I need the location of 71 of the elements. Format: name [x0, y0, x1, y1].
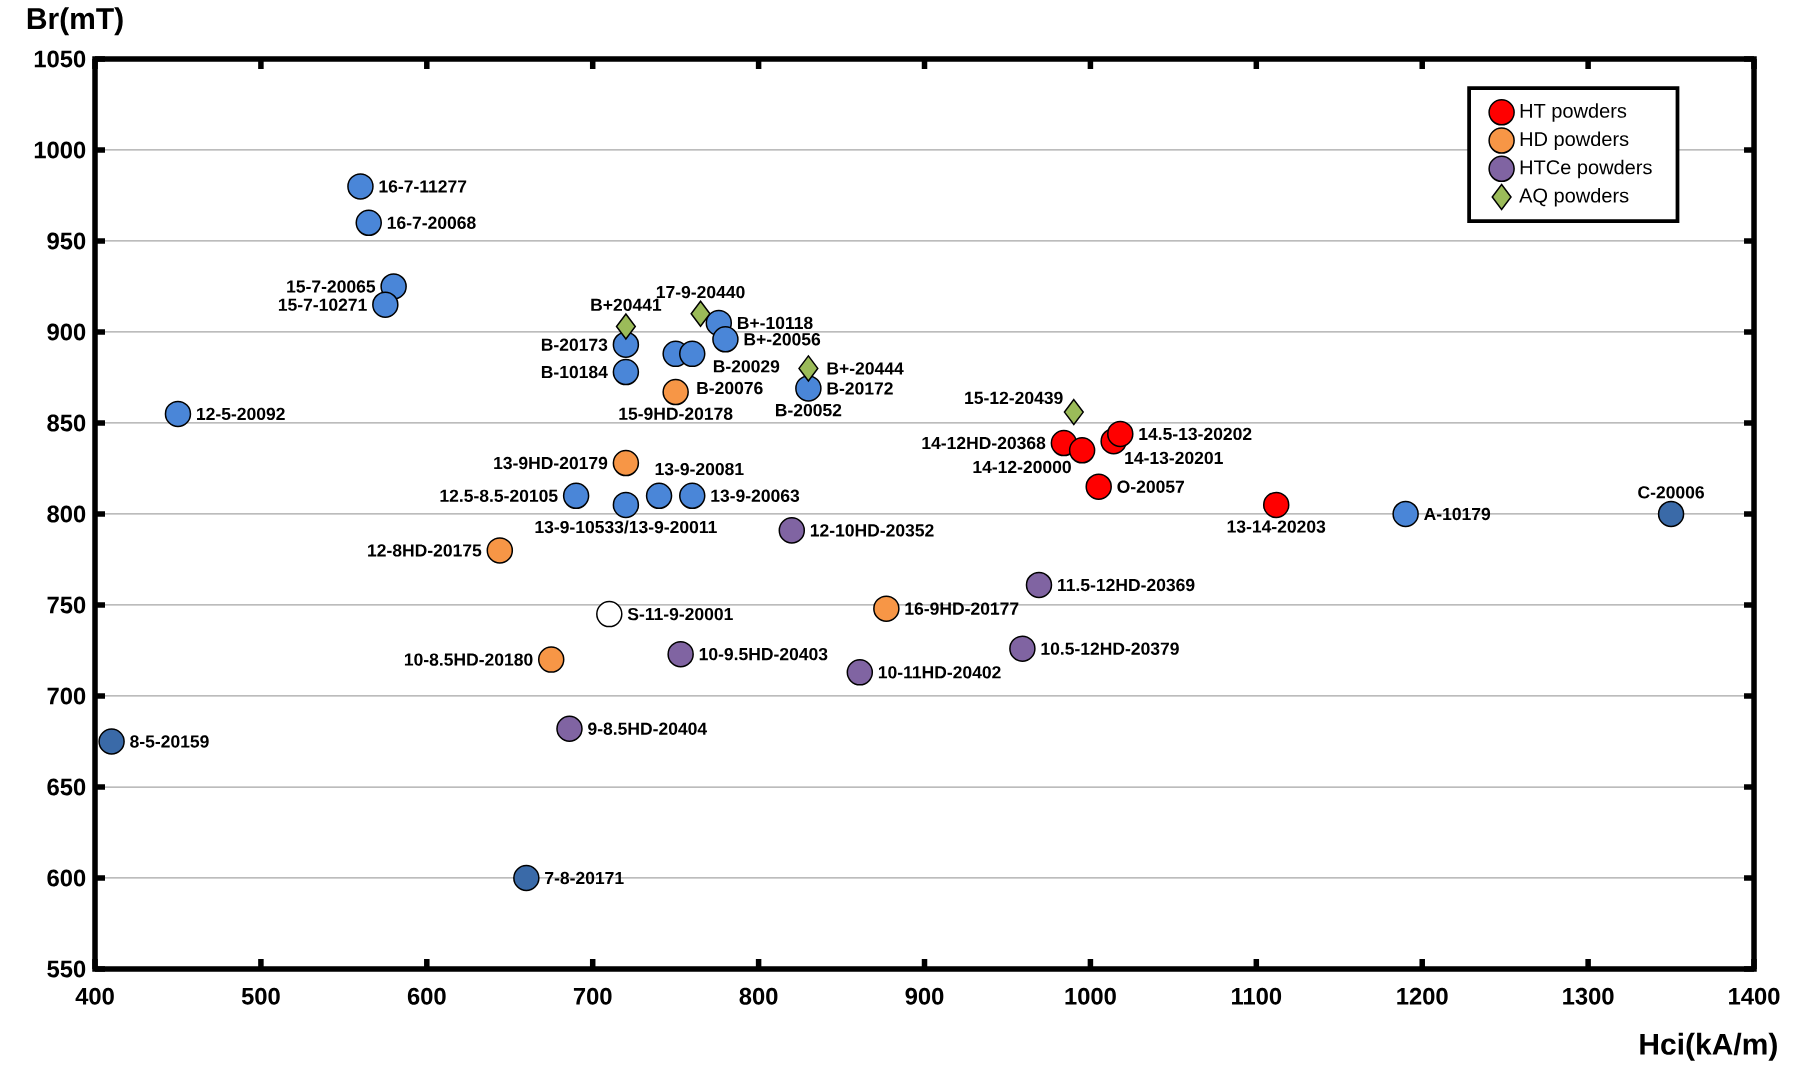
- annotation: 11.5-12HD-20369: [1058, 578, 1195, 592]
- x-tick-label: 500: [241, 987, 280, 1005]
- annotation: 13-9-20063: [711, 489, 800, 502]
- annotation: 12.5-8.5-20105: [440, 489, 558, 502]
- annotation: B-20172: [827, 382, 893, 395]
- x-tick-label: 600: [407, 987, 446, 1005]
- annotation: B-20029: [713, 360, 780, 373]
- legend-label: HT powders: [1520, 103, 1627, 122]
- y-tick-label: 1050: [34, 50, 86, 68]
- y-tick-label: 650: [47, 778, 86, 796]
- annotation: 12-8HD-20175: [368, 544, 482, 557]
- annotation: 12-5-20092: [197, 407, 285, 421]
- y-tick-label: 750: [47, 596, 86, 614]
- legend-label: HTCe powders: [1520, 159, 1652, 179]
- annotation: B+20441: [591, 298, 662, 312]
- annotation: B+-10118: [737, 316, 813, 330]
- y-tick-label: 700: [47, 687, 86, 705]
- annotation: O-20057: [1117, 480, 1185, 493]
- y-tick-label: 600: [47, 869, 86, 887]
- annotation: 17-9-20440: [656, 285, 745, 299]
- y-tick-label: 550: [47, 960, 86, 978]
- y-tick-label: 950: [47, 232, 86, 250]
- annotation: 16-7-11277: [379, 180, 467, 193]
- annotation: 13-9HD-20179: [494, 456, 608, 470]
- x-tick-label: 1300: [1563, 987, 1614, 1005]
- annotation: 7-8-20171: [545, 871, 624, 885]
- annotation: B-20076: [697, 381, 763, 395]
- x-tick-label: 1400: [1729, 987, 1780, 1005]
- annotation: B-20052: [775, 403, 842, 417]
- x-tick-label: 900: [905, 987, 944, 1005]
- annotation: 16-7-20068: [387, 216, 476, 229]
- annotation: 14-12HD-20368: [922, 436, 1046, 450]
- x-tick-label: 1200: [1397, 987, 1448, 1005]
- annotation: B+-20056: [744, 333, 821, 346]
- x-tick-label: 400: [75, 987, 114, 1005]
- legend-label: AQ powders: [1519, 187, 1629, 207]
- annotation: 10-9.5HD-20403: [699, 647, 828, 661]
- y-tick-label: 850: [47, 414, 86, 432]
- annotation: B-20173: [541, 338, 608, 351]
- legend-label: HD powders: [1520, 131, 1629, 151]
- annotation: 15-12-20439: [965, 391, 1063, 405]
- annotation: 13-14-20203: [1227, 520, 1326, 533]
- annotation: 15-9HD-20178: [619, 407, 733, 420]
- y-tick-label: 1000: [34, 141, 86, 159]
- annotation: C-20006: [1638, 486, 1704, 499]
- annotation: 13-9-10533/13-9-20011: [535, 520, 717, 534]
- annotation: 14-12-20000: [973, 460, 1071, 474]
- annotation: 14.5-13-20202: [1139, 427, 1252, 441]
- annotation: 10-8.5HD-20180: [404, 653, 533, 666]
- annotation: 16-9HD-20177: [905, 602, 1019, 615]
- y-axis-title: Br(mT): [27, 7, 123, 36]
- y-tick-label: 900: [47, 323, 86, 341]
- x-tick-label: 700: [573, 987, 612, 1005]
- annotation: 15-7-10271: [278, 298, 367, 311]
- annotation: 10.5-12HD-20379: [1041, 642, 1179, 655]
- annotation: 15-7-20065: [287, 280, 376, 293]
- annotation: A-10179: [1424, 507, 1491, 521]
- x-tick-label: 1000: [1065, 987, 1116, 1005]
- annotation: B-10184: [541, 365, 608, 379]
- annotation: 13-9-20081: [655, 462, 744, 476]
- annotation: 10-11HD-20402: [878, 666, 1001, 679]
- x-axis-title: Hci(kA/m): [1640, 1032, 1777, 1061]
- annotation: S-11-9-20001: [627, 607, 733, 621]
- x-tick-label: 1100: [1232, 987, 1282, 1005]
- annotation: B+-20444: [827, 362, 904, 375]
- annotation: 9-8.5HD-20404: [588, 722, 708, 735]
- annotation: 14-13-20201: [1125, 451, 1223, 465]
- y-tick-label: 800: [47, 505, 86, 523]
- annotation: 12-10HD-20352: [810, 524, 934, 537]
- annotation: 8-5-20159: [130, 735, 209, 748]
- x-tick-label: 800: [739, 987, 778, 1005]
